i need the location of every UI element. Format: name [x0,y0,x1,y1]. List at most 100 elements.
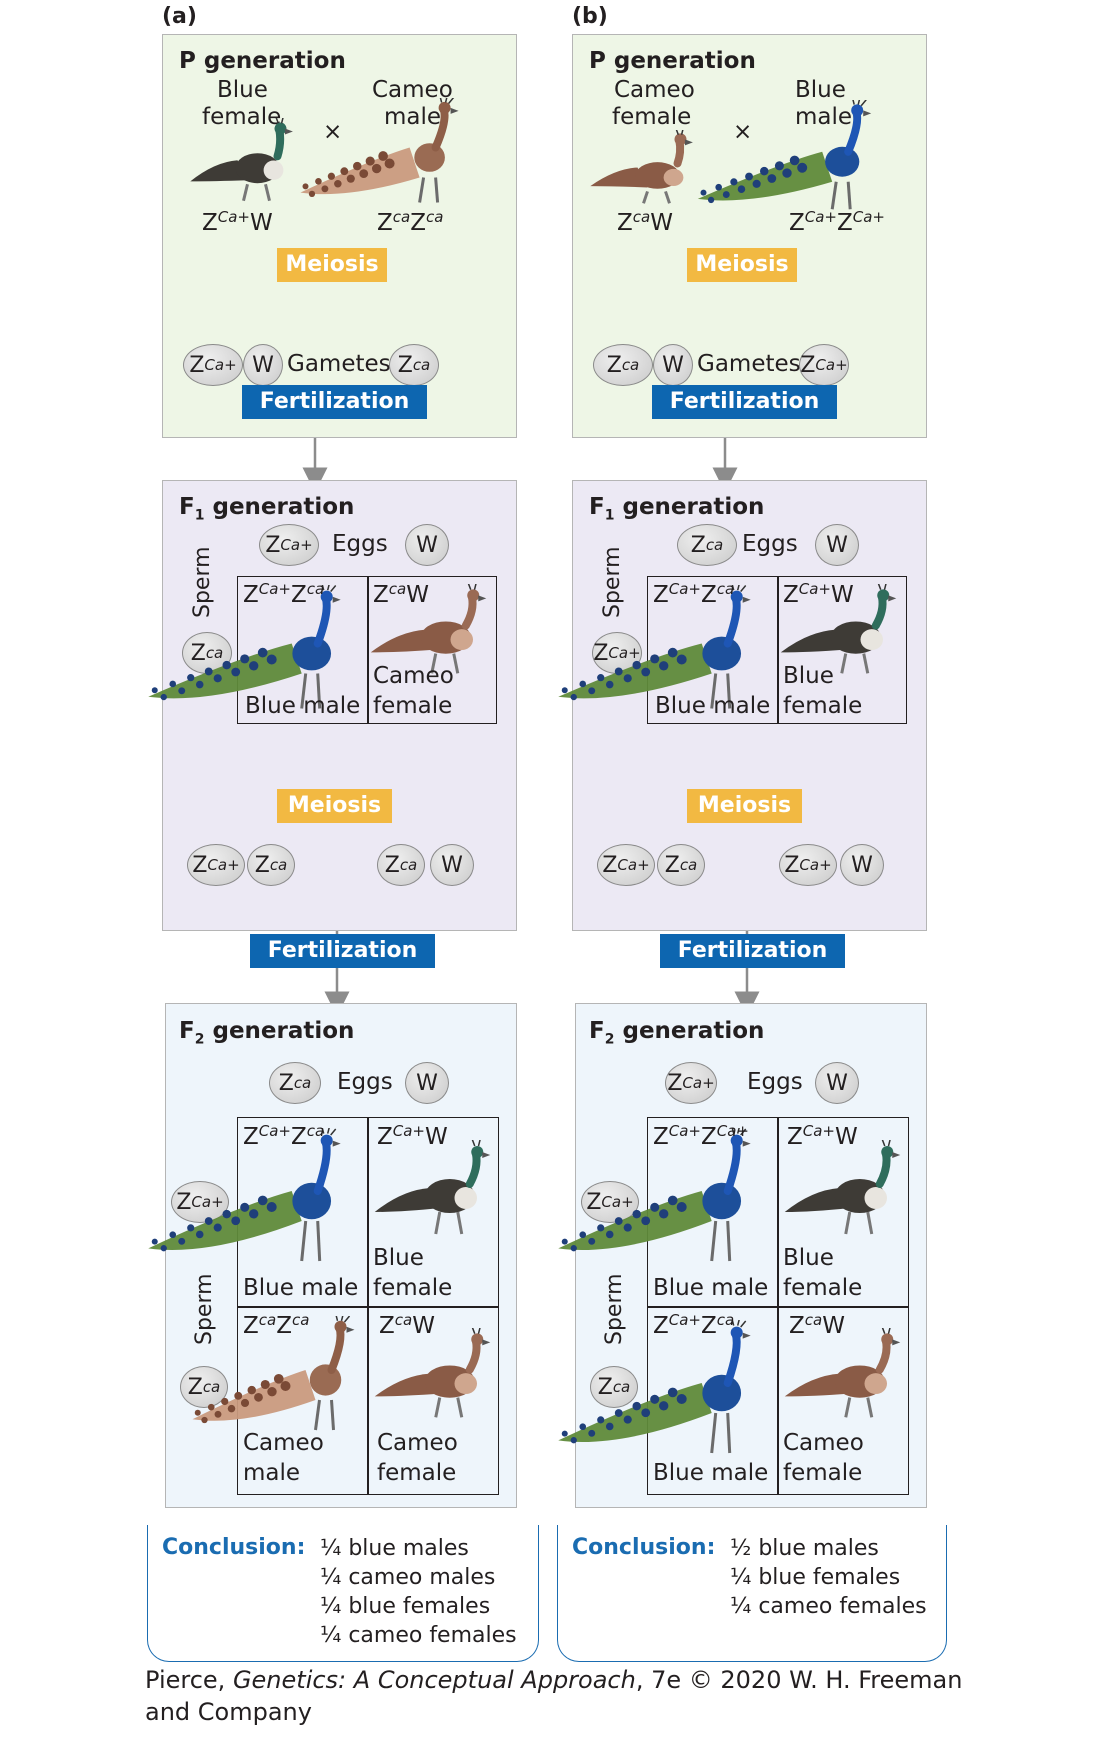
male-label: male [795,104,853,130]
cell-genotype: ZCa+Zca [653,580,735,608]
panel-label: (b) [572,4,608,29]
f2-generation-box [165,1003,517,1508]
cell-phenotype: female [783,1275,863,1301]
cell-genotype: ZCa+Zca [653,1311,735,1339]
cameo-peahen-icon [367,581,492,679]
cell-phenotype: Blue male [653,1460,769,1486]
conclusion-line: ¼ cameo females [730,1594,927,1619]
female-label: Cameo [614,77,695,103]
gamete-oval: W [430,844,474,886]
gamete-oval: W [243,344,283,386]
eggs-label: Eggs [332,531,388,557]
cell-genotype: ZcaZca [243,1311,310,1339]
meiosis-badge: Meiosis [687,789,802,823]
egg-oval: W [815,524,859,566]
blue-peahen-icon [777,581,902,679]
blue-peahen-icon [187,115,297,206]
cross-symbol: × [323,119,343,145]
cell-genotype: ZCa+W [783,580,854,608]
f2-generation-title: F2 generation [179,1018,355,1048]
p-generation-title: P generation [589,48,756,74]
fertilization-badge: Fertilization [660,934,845,968]
eggs-label: Eggs [747,1069,803,1095]
cell-phenotype: female [783,693,863,719]
source-credit: Pierce, Genetics: A Conceptual Approach,… [145,1664,965,1728]
male-genotype: ZcaZca [377,208,444,236]
blue-peacock-icon [554,1317,769,1460]
p-generation-box [572,34,927,438]
gamete-oval: Z Ca+ [779,844,837,886]
cell-genotype: ZcaW [379,1311,435,1339]
credit-part: , 7e © 2020 W. H. Freeman and Company [145,1666,963,1726]
cell-phenotype: Blue male [655,693,771,719]
cell-phenotype: Blue [373,1245,424,1271]
gamete-oval: W [653,344,693,386]
grid-divider [647,1306,909,1308]
gamete-oval: W [840,844,884,886]
cell-genotype: ZCa+Zca [243,1122,325,1150]
conclusion-heading: Conclusion: [572,1535,716,1560]
sperm-oval: Z Ca+ [171,1181,229,1223]
male-label: male [384,104,442,130]
fertilization-badge: Fertilization [242,385,427,419]
cell-genotype: ZCa+ZCa+ [653,1122,749,1150]
blue-peahen-icon [371,1137,496,1240]
conclusion-line: ¼ cameo males [320,1565,496,1590]
cell-genotype: ZcaW [373,580,429,608]
gamete-oval: Z Ca+ [187,844,245,886]
eggs-label: Eggs [337,1069,393,1095]
cell-genotype: ZcaW [789,1311,845,1339]
cell-phenotype: female [377,1460,457,1486]
conclusion-line: ¼ blue males [320,1536,469,1561]
cell-phenotype: Blue male [245,693,361,719]
sperm-oval: Z Ca+ [581,1181,639,1223]
cell-phenotype: Blue male [653,1275,769,1301]
panel-label: (a) [162,4,197,29]
conclusion-heading: Conclusion: [162,1535,306,1560]
f1-generation-title: F1 generation [589,494,765,524]
cell-phenotype: Cameo [377,1430,458,1456]
female-genotype: ZCa+W [202,208,273,236]
cell-phenotype: Cameo [243,1430,324,1456]
female-genotype: ZcaW [617,208,673,236]
fertilization-badge: Fertilization [652,385,837,419]
conclusion-bracket [557,1525,947,1662]
blue-peacock-icon [554,1125,769,1268]
male-label: Blue [795,77,846,103]
egg-oval: W [405,1062,449,1104]
conclusion-line: ¼ blue females [730,1565,901,1590]
blue-peacock-icon [554,582,769,715]
cameo-peahen-icon [371,1325,496,1423]
conclusion-line: ¼ cameo females [320,1623,517,1648]
cell-phenotype: Blue male [243,1275,359,1301]
eggs-label: Eggs [742,531,798,557]
conclusion-bracket [147,1525,539,1662]
cell-genotype: ZCa+Zca [243,580,325,608]
cell-genotype: ZCa+W [377,1122,448,1150]
male-label: Cameo [372,77,453,103]
blue-peacock-icon [694,96,884,215]
cell-phenotype: Cameo [783,1430,864,1456]
egg-oval: Z Ca+ [259,524,319,566]
p-generation-title: P generation [179,48,346,74]
gamete-oval: Z Ca+ [799,344,849,386]
cross-symbol: × [733,119,753,145]
f2-generation-title: F2 generation [589,1018,765,1048]
gamete-oval: Z Ca+ [183,344,243,386]
cell-phenotype: female [373,693,453,719]
cell-phenotype: female [783,1460,863,1486]
female-label: female [612,104,692,130]
blue-peahen-icon [781,1137,906,1240]
meiosis-badge: Meiosis [277,789,392,823]
gamete-oval: Z Ca+ [597,844,655,886]
